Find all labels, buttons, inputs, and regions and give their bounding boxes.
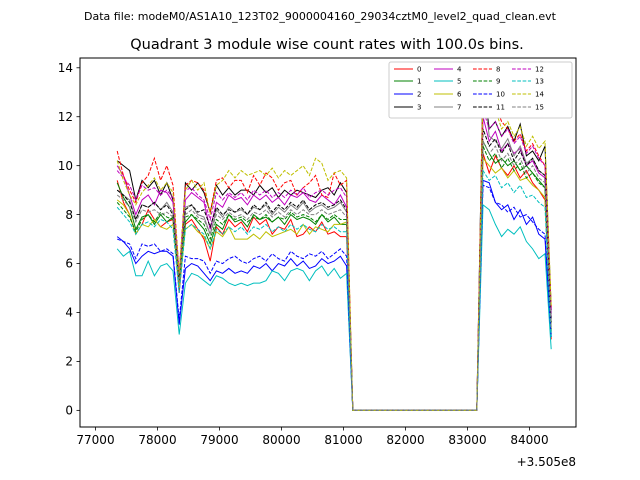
legend-label-9: 9 (496, 78, 500, 86)
y-tick-label: 14 (58, 61, 73, 75)
legend-label-10: 10 (496, 91, 505, 99)
legend-label-2: 2 (417, 91, 421, 99)
y-tick-label: 12 (58, 110, 73, 124)
legend-label-12: 12 (535, 66, 544, 74)
x-tick-label: 78000 (138, 433, 176, 447)
legend-label-4: 4 (457, 66, 462, 74)
series-line-13 (116, 168, 552, 411)
series-line-15 (116, 140, 552, 411)
x-tick-label: 82000 (386, 433, 424, 447)
series-layer (116, 77, 552, 411)
legend-label-14: 14 (535, 91, 544, 99)
y-tick-label: 0 (65, 404, 73, 418)
chart-title: Quadrant 3 module wise count rates with … (130, 37, 524, 53)
y-axis: 0 2 4 6 8 10 12 14 (58, 61, 80, 418)
x-tick-label: 80000 (262, 433, 300, 447)
legend-label-6: 6 (457, 91, 462, 99)
legend-label-7: 7 (457, 104, 461, 112)
file-label: Data file: modeM0/AS1A10_123T02_90000041… (84, 10, 557, 23)
legend-label-0: 0 (417, 66, 421, 74)
x-tick-label: 77000 (76, 433, 114, 447)
legend-label-3: 3 (417, 104, 421, 112)
y-tick-label: 6 (65, 257, 73, 271)
legend-label-5: 5 (457, 78, 461, 86)
plot-frame (79, 57, 577, 428)
legend-label-13: 13 (535, 78, 544, 86)
x-axis: 77000 78000 79000 80000 81000 82000 83000 84000 (76, 427, 549, 447)
legend-label-1: 1 (417, 78, 421, 86)
y-tick-label: 8 (65, 208, 73, 222)
legend-label-8: 8 (496, 66, 500, 74)
y-tick-label: 4 (65, 306, 73, 320)
y-tick-label: 10 (58, 159, 73, 173)
series-line-14 (116, 94, 552, 411)
legend-label-11: 11 (496, 104, 505, 112)
x-tick-label: 79000 (200, 433, 238, 447)
y-tick-label: 2 (65, 355, 73, 369)
legend-label-15: 15 (535, 104, 544, 112)
x-tick-label: 84000 (510, 433, 548, 447)
x-tick-label: 81000 (324, 433, 362, 447)
legend-frame (388, 61, 573, 119)
x-offset-label: +3.505e8 (517, 455, 576, 469)
x-tick-label: 83000 (448, 433, 486, 447)
